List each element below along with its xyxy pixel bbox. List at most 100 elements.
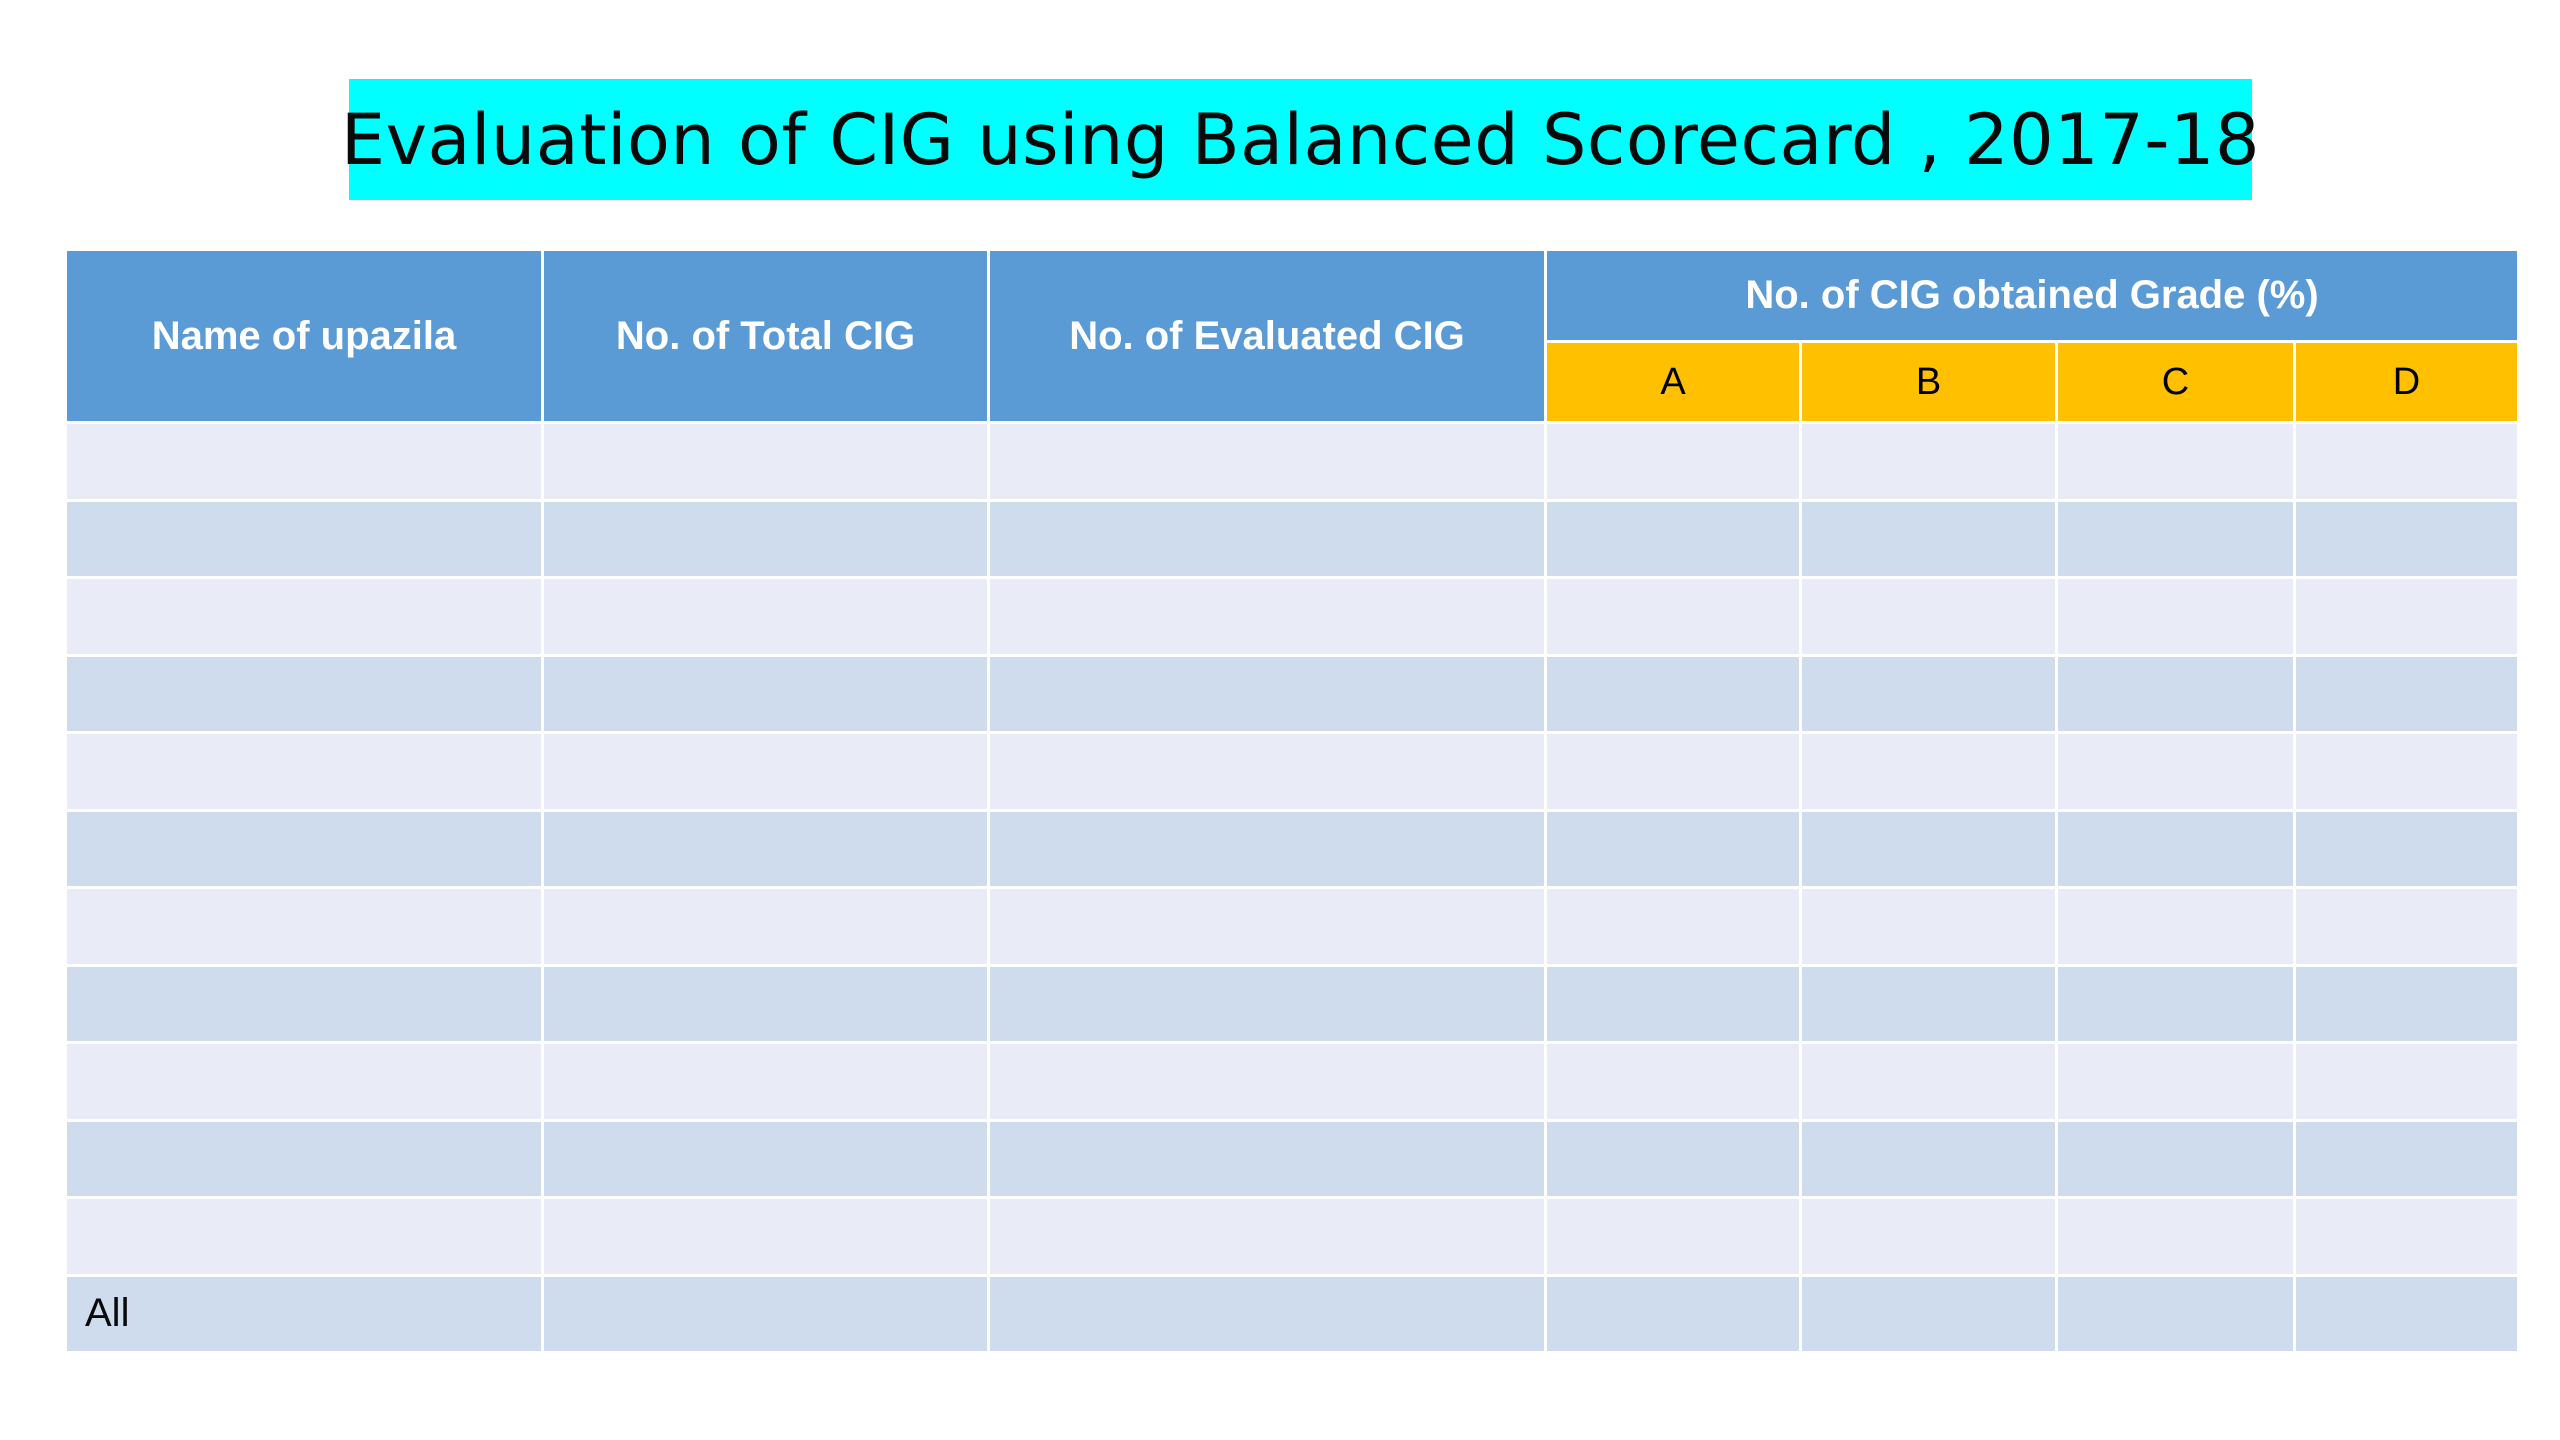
cell-upazila (67, 886, 544, 964)
header-evaluated-cig: No. of Evaluated CIG (990, 251, 1547, 421)
cell-grade-b (1802, 653, 2058, 731)
table-row (67, 576, 2518, 654)
cell-grade-b (1802, 886, 2058, 964)
cell-grade-c (2058, 1118, 2296, 1196)
scorecard-table: Name of upazila No. of Total CIG No. of … (67, 251, 2518, 1351)
cell-grade-a (1547, 1273, 1802, 1351)
cell-grade-d (2296, 1041, 2518, 1119)
cell-grade-a (1547, 731, 1802, 809)
header-grade-d: D (2296, 343, 2518, 421)
cell-evaluated-cig (990, 1041, 1547, 1119)
cell-grade-d (2296, 498, 2518, 576)
cell-grade-c (2058, 421, 2296, 499)
cell-total-cig (544, 1041, 990, 1119)
cell-total-cig (544, 1273, 990, 1351)
cell-evaluated-cig (990, 498, 1547, 576)
cell-total-cig (544, 808, 990, 886)
cell-upazila (67, 731, 544, 809)
cell-total-cig (544, 963, 990, 1041)
header-grade-b: B (1802, 343, 2058, 421)
cell-grade-c (2058, 498, 2296, 576)
cell-upazila (67, 1041, 544, 1119)
header-grade-group: No. of CIG obtained Grade (%) (1547, 251, 2518, 343)
cell-grade-b (1802, 1196, 2058, 1274)
cell-upazila (67, 498, 544, 576)
cell-grade-a (1547, 421, 1802, 499)
cell-total-cig (544, 1196, 990, 1274)
cell-grade-b (1802, 498, 2058, 576)
cell-upazila (67, 963, 544, 1041)
cell-total-cig (544, 731, 990, 809)
cell-grade-c (2058, 886, 2296, 964)
table-row (67, 731, 2518, 809)
cell-grade-d (2296, 1273, 2518, 1351)
cell-grade-b (1802, 1041, 2058, 1119)
cell-evaluated-cig (990, 808, 1547, 886)
cell-upazila (67, 1118, 544, 1196)
cell-grade-c (2058, 963, 2296, 1041)
table-row (67, 808, 2518, 886)
cell-grade-b (1802, 1118, 2058, 1196)
cell-upazila (67, 653, 544, 731)
cell-grade-c (2058, 731, 2296, 809)
cell-evaluated-cig (990, 1118, 1547, 1196)
cell-grade-a (1547, 886, 1802, 964)
cell-evaluated-cig (990, 1196, 1547, 1274)
cell-grade-d (2296, 963, 2518, 1041)
cell-grade-c (2058, 1041, 2296, 1119)
cell-upazila (67, 1196, 544, 1274)
cell-grade-a (1547, 1196, 1802, 1274)
table-row (67, 1041, 2518, 1119)
table-body: All (67, 421, 2518, 1351)
cell-grade-d (2296, 1118, 2518, 1196)
slide-title: Evaluation of CIG using Balanced Scoreca… (340, 98, 2261, 181)
cell-grade-d (2296, 421, 2518, 499)
cell-grade-d (2296, 731, 2518, 809)
table-row (67, 653, 2518, 731)
cell-evaluated-cig (990, 653, 1547, 731)
cell-evaluated-cig (990, 963, 1547, 1041)
cell-grade-c (2058, 653, 2296, 731)
cell-grade-d (2296, 653, 2518, 731)
cell-evaluated-cig (990, 731, 1547, 809)
cell-upazila (67, 421, 544, 499)
cell-evaluated-cig (990, 421, 1547, 499)
cell-grade-d (2296, 808, 2518, 886)
cell-total-cig (544, 653, 990, 731)
header-grade-c: C (2058, 343, 2296, 421)
table-row (67, 1196, 2518, 1274)
cell-grade-b (1802, 963, 2058, 1041)
cell-grade-a (1547, 1118, 1802, 1196)
table-row: All (67, 1273, 2518, 1351)
cell-upazila (67, 576, 544, 654)
cell-upazila: All (67, 1273, 544, 1351)
table-header: Name of upazila No. of Total CIG No. of … (67, 251, 2518, 421)
header-upazila: Name of upazila (67, 251, 544, 421)
cell-total-cig (544, 886, 990, 964)
cell-grade-a (1547, 1041, 1802, 1119)
table-row (67, 498, 2518, 576)
cell-grade-b (1802, 808, 2058, 886)
cell-grade-c (2058, 808, 2296, 886)
cell-grade-c (2058, 1273, 2296, 1351)
header-grade-a: A (1547, 343, 1802, 421)
cell-evaluated-cig (990, 576, 1547, 654)
cell-grade-a (1547, 498, 1802, 576)
cell-grade-a (1547, 653, 1802, 731)
cell-grade-b (1802, 731, 2058, 809)
cell-total-cig (544, 421, 990, 499)
cell-total-cig (544, 498, 990, 576)
table-row (67, 886, 2518, 964)
cell-grade-b (1802, 576, 2058, 654)
cell-grade-a (1547, 576, 1802, 654)
cell-grade-a (1547, 963, 1802, 1041)
cell-grade-c (2058, 1196, 2296, 1274)
cell-grade-d (2296, 886, 2518, 964)
cell-grade-c (2058, 576, 2296, 654)
table-row (67, 1118, 2518, 1196)
cell-evaluated-cig (990, 886, 1547, 964)
table-row (67, 963, 2518, 1041)
header-total-cig: No. of Total CIG (544, 251, 990, 421)
cell-grade-d (2296, 576, 2518, 654)
